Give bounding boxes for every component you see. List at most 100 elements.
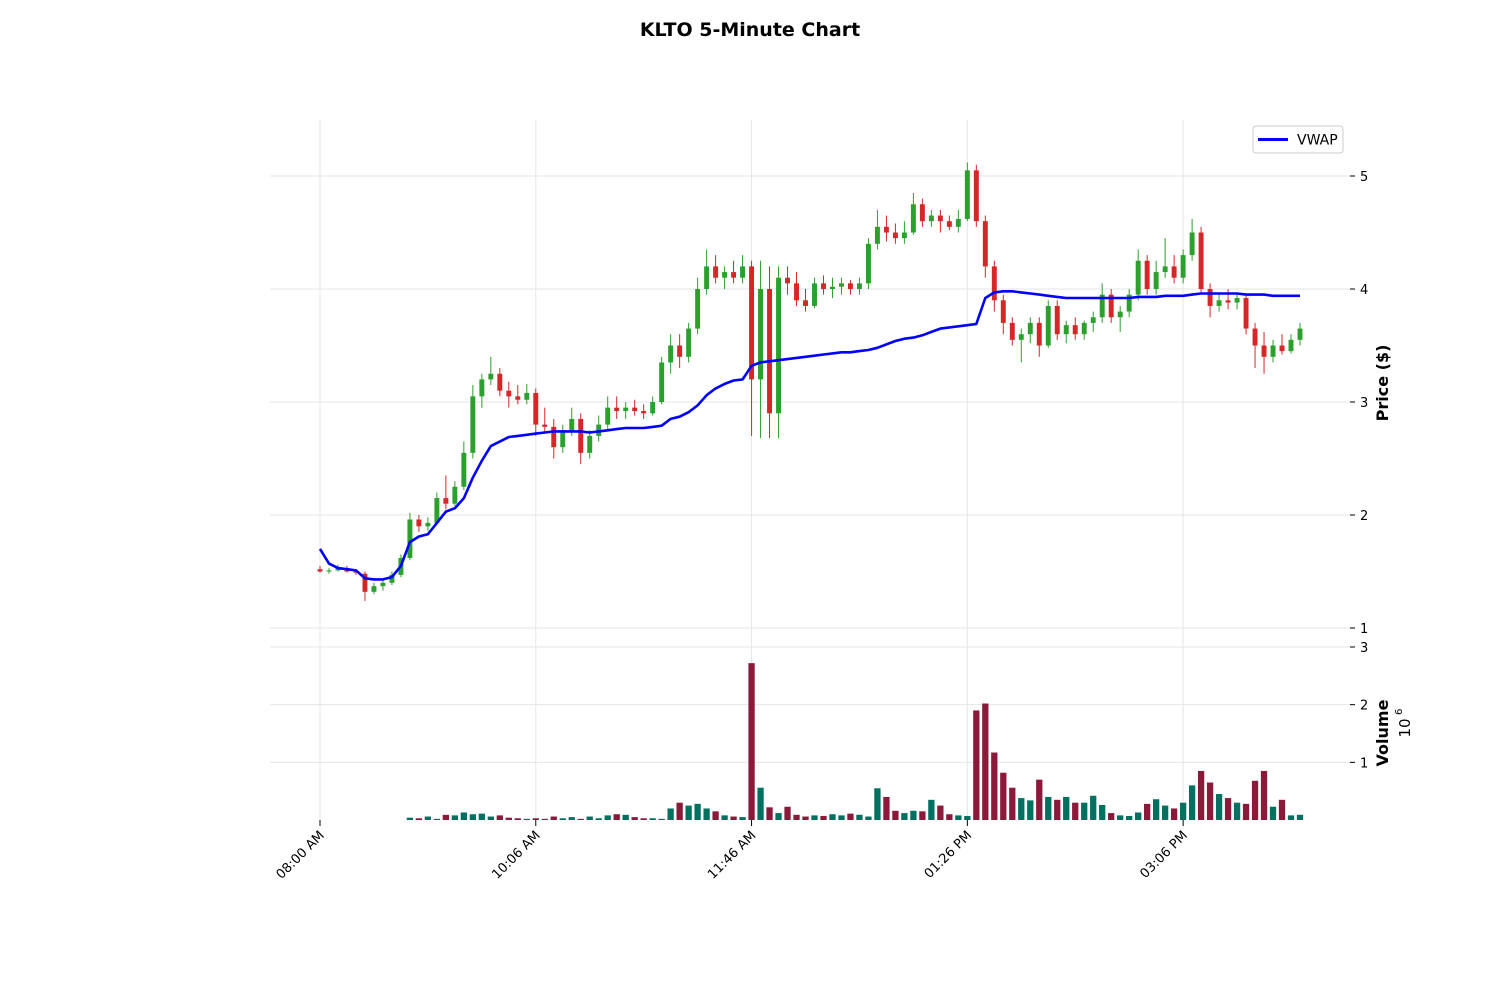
volume-bar [883, 796, 890, 820]
volume-bar [469, 814, 476, 820]
volume-bar [937, 805, 944, 820]
candle-body [1045, 305, 1051, 346]
candle-body [1153, 272, 1159, 289]
volume-bar [1090, 795, 1097, 820]
candle-body [749, 266, 755, 380]
candle-body [785, 277, 790, 284]
candle-body [587, 435, 593, 453]
candle-body [623, 407, 629, 412]
candle-body [821, 283, 826, 289]
volume-bar [712, 811, 719, 820]
x-tick-label: 03:06 PM [1137, 828, 1190, 881]
candle-body [317, 569, 323, 572]
candle-body [1027, 322, 1033, 335]
candle-body [919, 204, 925, 222]
volume-bar [739, 817, 746, 820]
candle-body [1189, 232, 1195, 256]
volume-bar [541, 818, 548, 820]
candle-body [425, 522, 431, 527]
volume-bar [1045, 796, 1052, 820]
volume-bar [514, 818, 521, 820]
volume-bar [1018, 798, 1025, 820]
volume-bar [1179, 802, 1187, 820]
candle-body [1072, 325, 1078, 335]
candle-body [991, 266, 997, 301]
volume-bar [685, 805, 692, 820]
volume-bar [991, 752, 998, 820]
candle-body [443, 498, 449, 504]
candle-body [910, 204, 916, 233]
candle-body [1207, 289, 1213, 306]
volume-bar [442, 814, 450, 820]
volume-bar [892, 810, 899, 820]
candle-body [830, 286, 835, 289]
volume-multiplier: 10 6 [1394, 709, 1414, 738]
candle-body [605, 407, 611, 425]
candle-body [776, 277, 782, 414]
candle-body [928, 215, 934, 222]
price-axis: 1 2 3 4 5 [1350, 170, 1368, 637]
candle-body [380, 582, 386, 587]
candle-body [1036, 322, 1042, 346]
candle-body [434, 498, 440, 523]
volume-bar [1117, 815, 1124, 820]
volume-bar [1296, 814, 1304, 820]
volume-bar [964, 815, 971, 820]
legend-vwap-label: VWAP [1297, 133, 1338, 149]
candle-body [533, 392, 539, 425]
x-tick-label: 01:26 PM [922, 828, 975, 881]
volume-bar [703, 808, 710, 820]
candle-body [560, 430, 566, 448]
volume-axis: 1 2 3 [1350, 641, 1368, 771]
volume-bar [433, 818, 441, 820]
candle-body [677, 345, 683, 357]
volume-bar [1027, 800, 1034, 820]
volume-bar [1242, 803, 1250, 820]
candle-body [946, 221, 952, 227]
volume-bar [622, 814, 629, 820]
price-grid [270, 175, 1350, 629]
legend-box [1252, 125, 1344, 154]
candle-body [731, 272, 737, 278]
volume-bar [604, 815, 611, 820]
volume-bar [478, 813, 485, 820]
candle-body [955, 218, 961, 227]
volume-tick-label: 3 [1360, 641, 1368, 656]
candle-body [812, 283, 817, 306]
x-tick-label: 11:46 AM [705, 828, 759, 882]
volume-bar [1287, 815, 1295, 820]
candle-body [937, 215, 943, 222]
volume-bar [1081, 802, 1088, 820]
volume-bar [982, 703, 989, 820]
volume-bar [1197, 770, 1205, 820]
candle-body [1018, 334, 1024, 340]
candle-body [542, 424, 548, 427]
volume-bar [1260, 770, 1268, 820]
volume-bar [1135, 812, 1142, 820]
volume-bar [874, 788, 881, 820]
candle-body [578, 418, 584, 453]
candle-body [1081, 322, 1087, 335]
volume-bar [415, 818, 423, 820]
volume-bar [1188, 785, 1196, 820]
candle-body [704, 266, 710, 289]
candle-body [668, 345, 674, 363]
candle-body [1090, 317, 1096, 323]
volume-bar [1206, 782, 1214, 820]
volume-bar [586, 816, 593, 820]
volume-bar [838, 815, 845, 820]
volume-multiplier-base: 10 [1396, 718, 1414, 737]
candle-body [461, 452, 467, 487]
volume-bar [910, 810, 917, 820]
candle-body [1279, 345, 1285, 352]
candle-body [838, 283, 844, 287]
volume-bar [1161, 805, 1169, 820]
candle-body [722, 272, 728, 278]
candle-body [686, 328, 692, 357]
candle-body [1225, 300, 1231, 303]
volume-bar [532, 818, 539, 820]
volume-bar [784, 806, 791, 820]
candle-body [632, 407, 638, 412]
candle-body [1135, 260, 1141, 295]
candle-body [1099, 294, 1105, 318]
